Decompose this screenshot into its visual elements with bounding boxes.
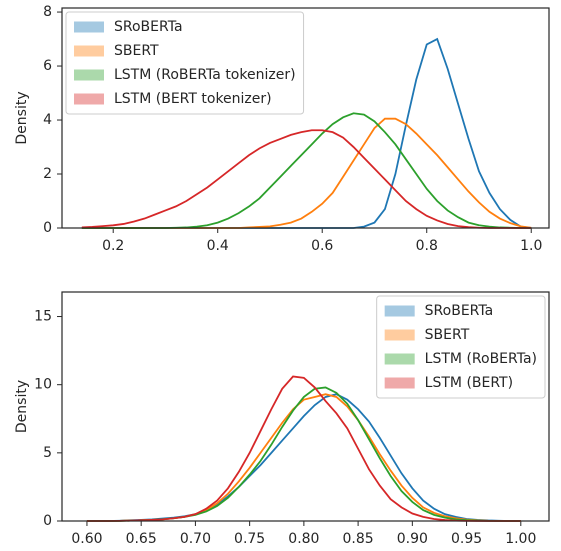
y-tick-label: 15 [34,309,52,325]
legend-label: SRoBERTa [425,303,494,319]
axes-frame [61,291,550,522]
legend: SRoBERTa SBERT LSTM (RoBERTa) LSTM (BERT) [376,295,546,399]
legend-swatch [74,93,104,105]
y-tick-label: 2 [43,166,52,182]
density-line [81,117,532,229]
y-tick-label: 4 [43,112,52,128]
x-tick-label: 0.95 [451,531,482,547]
x-tick-label: 0.90 [397,531,428,547]
y-tick-label: 8 [43,4,52,20]
x-tick-label: 0.4 [207,238,229,254]
y-axis-label: Density [14,91,30,144]
x-tick-label: 0.85 [343,531,374,547]
density-line [81,129,532,229]
legend-label: LSTM (BERT tokenizer) [114,91,272,107]
x-tick-label: 0.60 [71,531,102,547]
density-line [86,375,521,522]
y-tick-label: 0 [43,220,52,236]
x-tick-label: 0.8 [416,238,438,254]
legend-swatch [384,377,415,389]
y-tick-label: 6 [43,58,52,74]
density-line [86,393,521,522]
legend-label: LSTM (RoBERTa) [425,351,537,367]
legend-swatch [74,45,104,57]
legend-box [65,11,305,115]
legend-box [376,295,546,399]
x-tick-label: 0.75 [234,531,265,547]
y-tick-label: 5 [43,445,52,461]
legend-swatch [74,21,104,33]
density-line [86,386,521,522]
y-tick-label: 0 [43,513,52,529]
y-tick-label: 10 [34,377,52,393]
legend-label: LSTM (BERT) [425,375,513,391]
x-tick-label: 0.80 [288,531,319,547]
x-tick-label: 1.00 [505,531,536,547]
x-tick-label: 0.6 [311,238,333,254]
legend-swatch [384,353,415,365]
legend-label: SBERT [114,43,159,59]
legend: SRoBERTa SBERT LSTM (RoBERTa tokenizer) LST… [65,11,305,115]
x-tick-label: 1.0 [520,238,542,254]
x-tick-label: 0.70 [180,531,211,547]
legend-swatch [384,305,415,317]
axes-frame [61,7,550,229]
legend-swatch [74,69,104,81]
x-tick-label: 0.65 [126,531,157,547]
legend-swatch [384,329,415,341]
legend-label: SBERT [425,327,470,343]
y-axis-label: Density [14,380,30,433]
density-line [86,393,521,522]
x-tick-label: 0.2 [102,238,124,254]
legend-label: SRoBERTa [114,19,183,35]
legend-label: LSTM (RoBERTa tokenizer) [114,67,296,83]
